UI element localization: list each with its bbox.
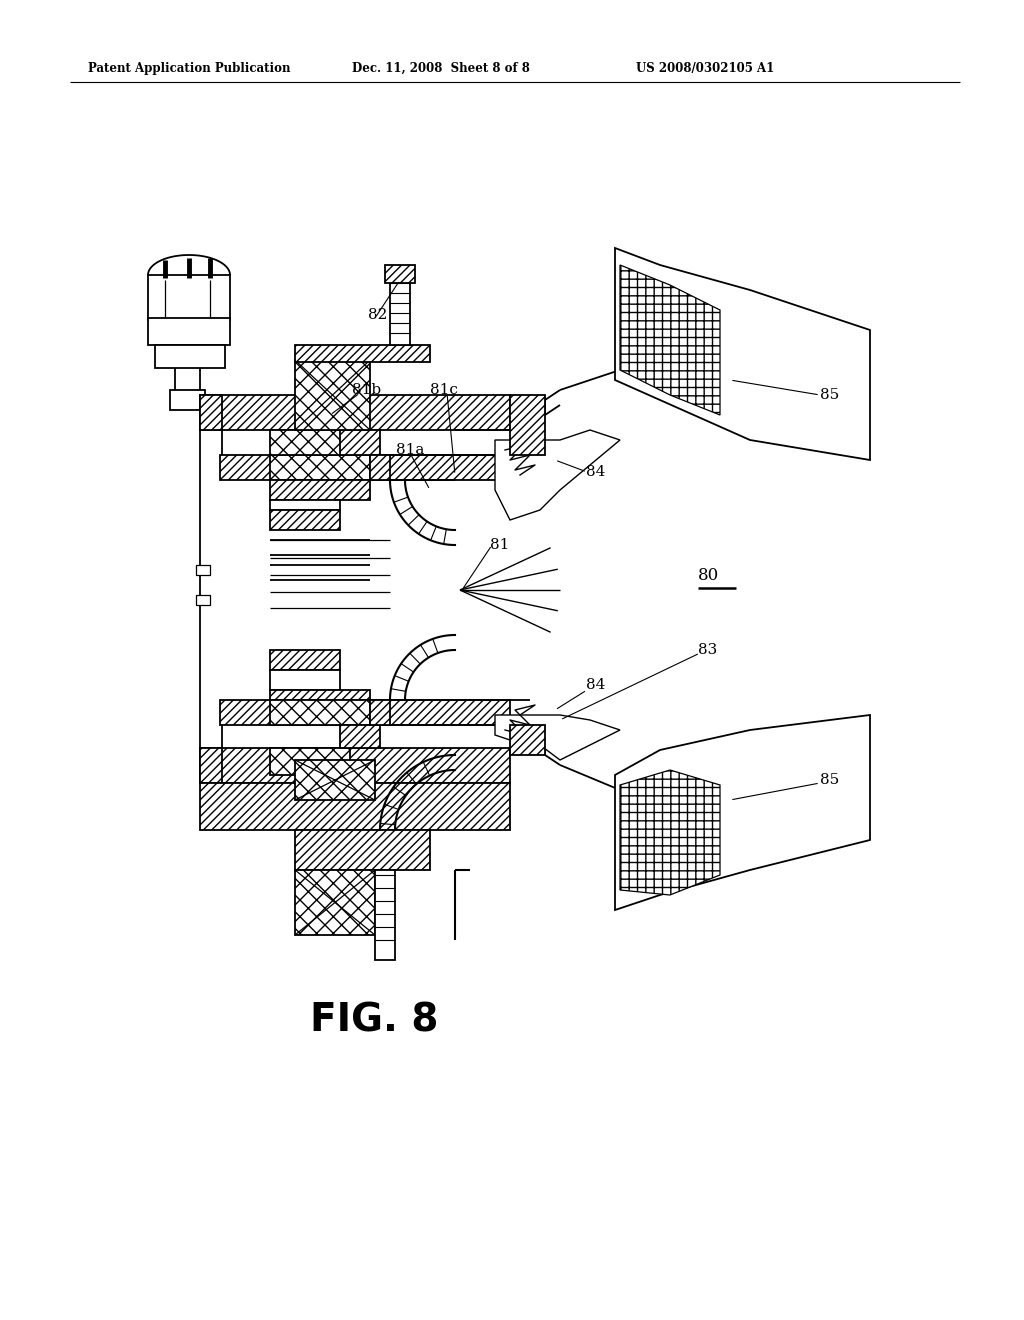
Polygon shape [270,430,350,455]
Text: 82: 82 [368,308,387,322]
Text: 80: 80 [698,566,719,583]
Polygon shape [295,870,375,935]
Polygon shape [295,345,430,362]
Polygon shape [375,870,395,960]
Text: US 2008/0302105 A1: US 2008/0302105 A1 [636,62,774,75]
Polygon shape [200,748,222,783]
Text: 84: 84 [586,465,605,479]
Text: 83: 83 [698,643,717,657]
Polygon shape [200,783,510,830]
Polygon shape [295,760,375,800]
Polygon shape [270,690,370,700]
Polygon shape [495,430,620,520]
Text: 85: 85 [820,388,840,403]
Polygon shape [295,360,370,430]
Text: FIG. 8: FIG. 8 [310,1001,438,1039]
Polygon shape [220,700,510,725]
Text: 81a: 81a [396,444,424,457]
Polygon shape [495,715,620,760]
Text: 81c: 81c [430,383,458,397]
Polygon shape [270,700,370,725]
Text: Dec. 11, 2008  Sheet 8 of 8: Dec. 11, 2008 Sheet 8 of 8 [352,62,529,75]
Polygon shape [270,480,370,500]
Polygon shape [295,830,430,870]
Polygon shape [196,565,210,576]
Text: 81b: 81b [352,383,381,397]
Polygon shape [615,248,870,459]
Polygon shape [370,700,390,725]
Polygon shape [270,649,340,671]
Polygon shape [390,280,410,345]
Polygon shape [270,500,340,510]
Polygon shape [170,389,205,411]
Polygon shape [510,395,545,455]
Text: 85: 85 [820,774,840,787]
Text: Patent Application Publication: Patent Application Publication [88,62,291,75]
Polygon shape [270,455,370,480]
Polygon shape [196,595,210,605]
Polygon shape [370,455,390,480]
Polygon shape [270,748,350,775]
Polygon shape [220,455,510,480]
Polygon shape [200,395,510,430]
Polygon shape [270,671,340,690]
Polygon shape [340,725,380,748]
Polygon shape [148,318,230,345]
Polygon shape [620,265,720,414]
Polygon shape [620,770,720,895]
Text: 81: 81 [490,539,509,552]
Text: 84: 84 [586,678,605,692]
Polygon shape [200,748,510,783]
Polygon shape [148,275,230,319]
Polygon shape [155,345,225,368]
Polygon shape [200,395,222,430]
Polygon shape [615,715,870,909]
Polygon shape [270,510,340,531]
Polygon shape [385,265,415,282]
Polygon shape [340,430,380,455]
Polygon shape [510,725,545,755]
